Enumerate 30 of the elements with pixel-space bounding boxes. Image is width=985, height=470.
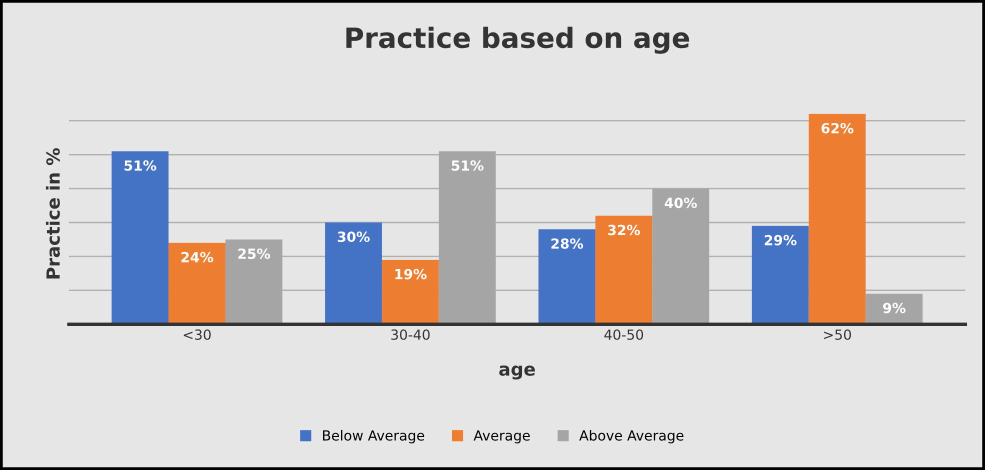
data-label: 19% xyxy=(395,268,427,280)
x-axis-title: age xyxy=(499,366,535,380)
data-label: 29% xyxy=(764,234,797,246)
chart-title: Practice based on age xyxy=(346,26,690,54)
bar xyxy=(325,222,382,324)
y-axis-title: Practice in % xyxy=(46,148,60,278)
bar xyxy=(752,226,809,324)
bar xyxy=(808,114,866,324)
data-label: 24% xyxy=(181,252,214,262)
bar xyxy=(382,260,439,324)
data-label: 51% xyxy=(452,160,484,171)
data-label: 40% xyxy=(664,198,697,208)
data-label: 32% xyxy=(608,224,640,236)
legend-label: Above Average xyxy=(579,430,684,444)
x-tick-label: 30-40 xyxy=(391,329,430,340)
bar xyxy=(112,151,169,324)
data-label: 25% xyxy=(238,248,270,259)
x-tick-label: 40-50 xyxy=(604,329,644,340)
legend-label: Below Average xyxy=(323,430,424,444)
bar xyxy=(168,242,226,324)
data-label: 30% xyxy=(338,232,370,242)
bar xyxy=(595,216,652,324)
data-label: 51% xyxy=(124,160,156,171)
x-tick-label: >50 xyxy=(824,329,851,340)
data-label: 28% xyxy=(551,238,584,249)
legend-label: Average xyxy=(474,430,530,444)
bar xyxy=(538,229,596,324)
x-tick-label: <30 xyxy=(184,329,211,340)
data-label: 62% xyxy=(821,122,854,134)
data-label: 9% xyxy=(883,302,906,314)
